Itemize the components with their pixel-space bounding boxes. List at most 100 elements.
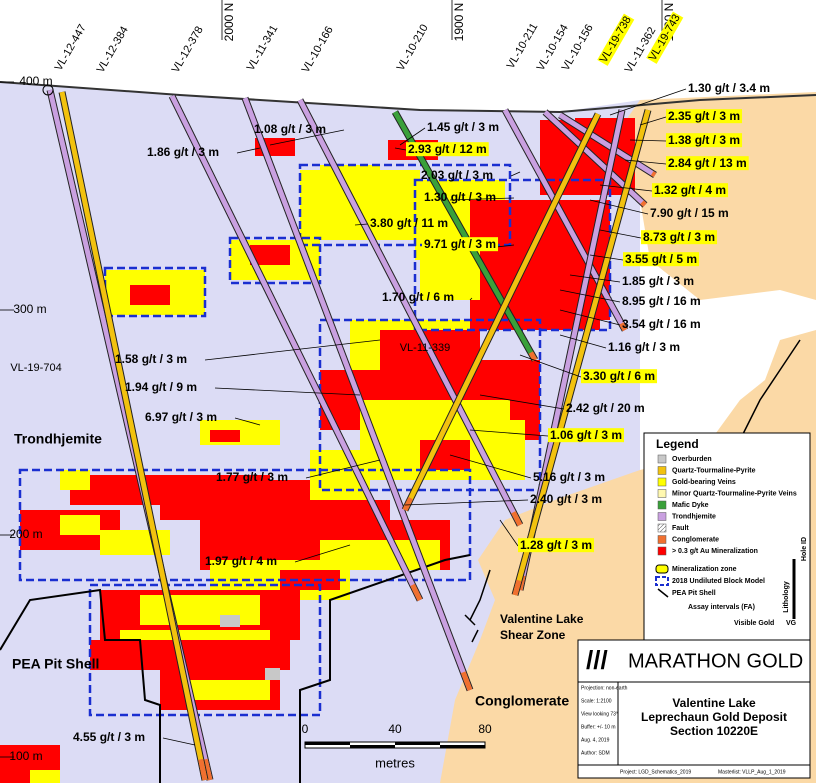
assay-leader [162,737,196,746]
scale-unit: metres [375,755,415,770]
block [210,430,240,442]
logo-mark: /// [586,645,608,675]
legend-label: 2018 Undiluted Block Model [672,578,765,585]
block [420,250,480,300]
title-block [577,639,811,779]
assay-leader [469,429,549,437]
assay-highlight [666,156,749,171]
assay-label: 9.71 g/t / 3 m [424,237,496,251]
hole-label: VL-19-704 [10,362,61,374]
assay-leader [589,199,649,215]
legend-label: Mineralization zone [672,566,737,573]
hole-end [511,511,523,527]
northing-label: 1900 N [452,3,466,42]
assay-label: 2.93 g/t / 12 m [408,142,487,156]
hole-end [460,671,473,691]
fault-line [469,339,801,621]
hole-trace [242,97,473,691]
assay-leader [629,139,667,142]
assay-label: 1.97 g/t / 4 m [205,554,277,568]
assay-leader [449,454,532,479]
hole-end [528,351,538,362]
assay-label: 1.30 g/t / 3 m [424,190,496,204]
legend-label: Assay intervals (FA) [688,604,755,611]
unit-label: Trondhjemite [14,431,102,447]
legend-label: Minor Quartz-Tourmaline-Pyrite Veins [672,490,797,497]
assay-label: 1.38 g/t / 3 m [668,133,740,147]
hole-label: VL-11-339 [400,342,451,354]
assay-leader [404,499,529,506]
assay-leader [449,197,515,201]
hole-trace [512,109,651,596]
title-detail: View looking 73° [581,711,618,717]
title-detail: Projection: non-earth [581,685,628,691]
assay-highlight [422,237,499,252]
assay-label: 1.86 g/t / 3 m [147,145,219,159]
hole-end [198,758,208,781]
legend-label: Conglomerate [672,536,719,543]
scale-bar-segment [350,745,395,748]
title-detail: Masterlist: VLLP_Aug_1_2019 [718,769,786,775]
assay-leader [479,394,565,410]
elevation-label: 300 m [13,302,46,316]
hole-end [410,583,423,602]
assay-leader [469,297,473,301]
assay-leader [236,147,261,154]
legend-swatch [657,512,667,521]
block [60,470,90,490]
hole-label-highlight [646,11,684,64]
legend-swatch [657,523,667,533]
block [250,245,290,265]
legend-label: PEA Pit Shell [672,590,716,597]
assay-label: 3.54 g/t / 16 m [622,317,701,331]
assay-highlight [652,183,729,198]
legend-swatch [657,489,667,498]
block [220,615,240,627]
assay-label: 2.35 g/t / 3 m [668,109,740,123]
assay-leader [559,334,607,349]
hole-end [202,758,213,781]
legend-title: Legend [656,437,699,451]
assay-label: 1.28 g/t / 3 m [520,538,592,552]
hole-trace [59,91,208,781]
legend-label: Gold-bearing Veins [672,479,736,486]
hole-end [640,200,647,207]
block [320,165,380,190]
assay-leader [569,274,621,283]
assay-label: 1.30 g/t / 3.4 m [688,81,770,95]
scale-bar-segment [440,745,485,748]
assay-highlight [518,538,595,553]
assay-label: 8.95 g/t / 16 m [622,294,701,308]
assay-highlight [548,428,625,443]
assay-label: 1.08 g/t / 3 m [254,122,326,136]
assay-label: 8.73 g/t / 3 m [643,230,715,244]
assay-leader [354,223,369,226]
assay-leader [519,354,582,378]
hole-end [619,322,628,332]
legend-swatch [657,466,667,475]
legend-label: > 0.3 g/t Au Mineralization [672,548,758,555]
assay-leader [510,171,521,177]
assay-leader [599,184,653,192]
assay-label: 1.45 g/t / 3 m [427,120,499,134]
legend-box [643,432,811,641]
unit-label: Conglomerate [475,693,569,709]
hole-trace [169,94,423,602]
unit-label: PEA Pit Shell [12,656,99,672]
elevation-label: 200 m [9,527,42,541]
northing-label: 2000 N [222,3,236,42]
assay-leader [609,88,687,116]
pit-shell-line [0,554,471,783]
legend-swatch [657,500,667,510]
assay-label: 1.85 g/t / 3 m [622,274,694,288]
assay-label: 3.80 g/t / 11 m [370,216,448,230]
block [130,285,170,305]
title-detail: Project: LGD_Schematics_2019 [620,769,691,775]
assay-leader [559,289,621,303]
hole-end [650,171,657,178]
assay-label: 1.70 g/t / 6 m [382,290,454,304]
title-line: Section 10220E [670,724,758,738]
hole-trace [502,108,628,332]
assay-highlight [581,369,658,384]
